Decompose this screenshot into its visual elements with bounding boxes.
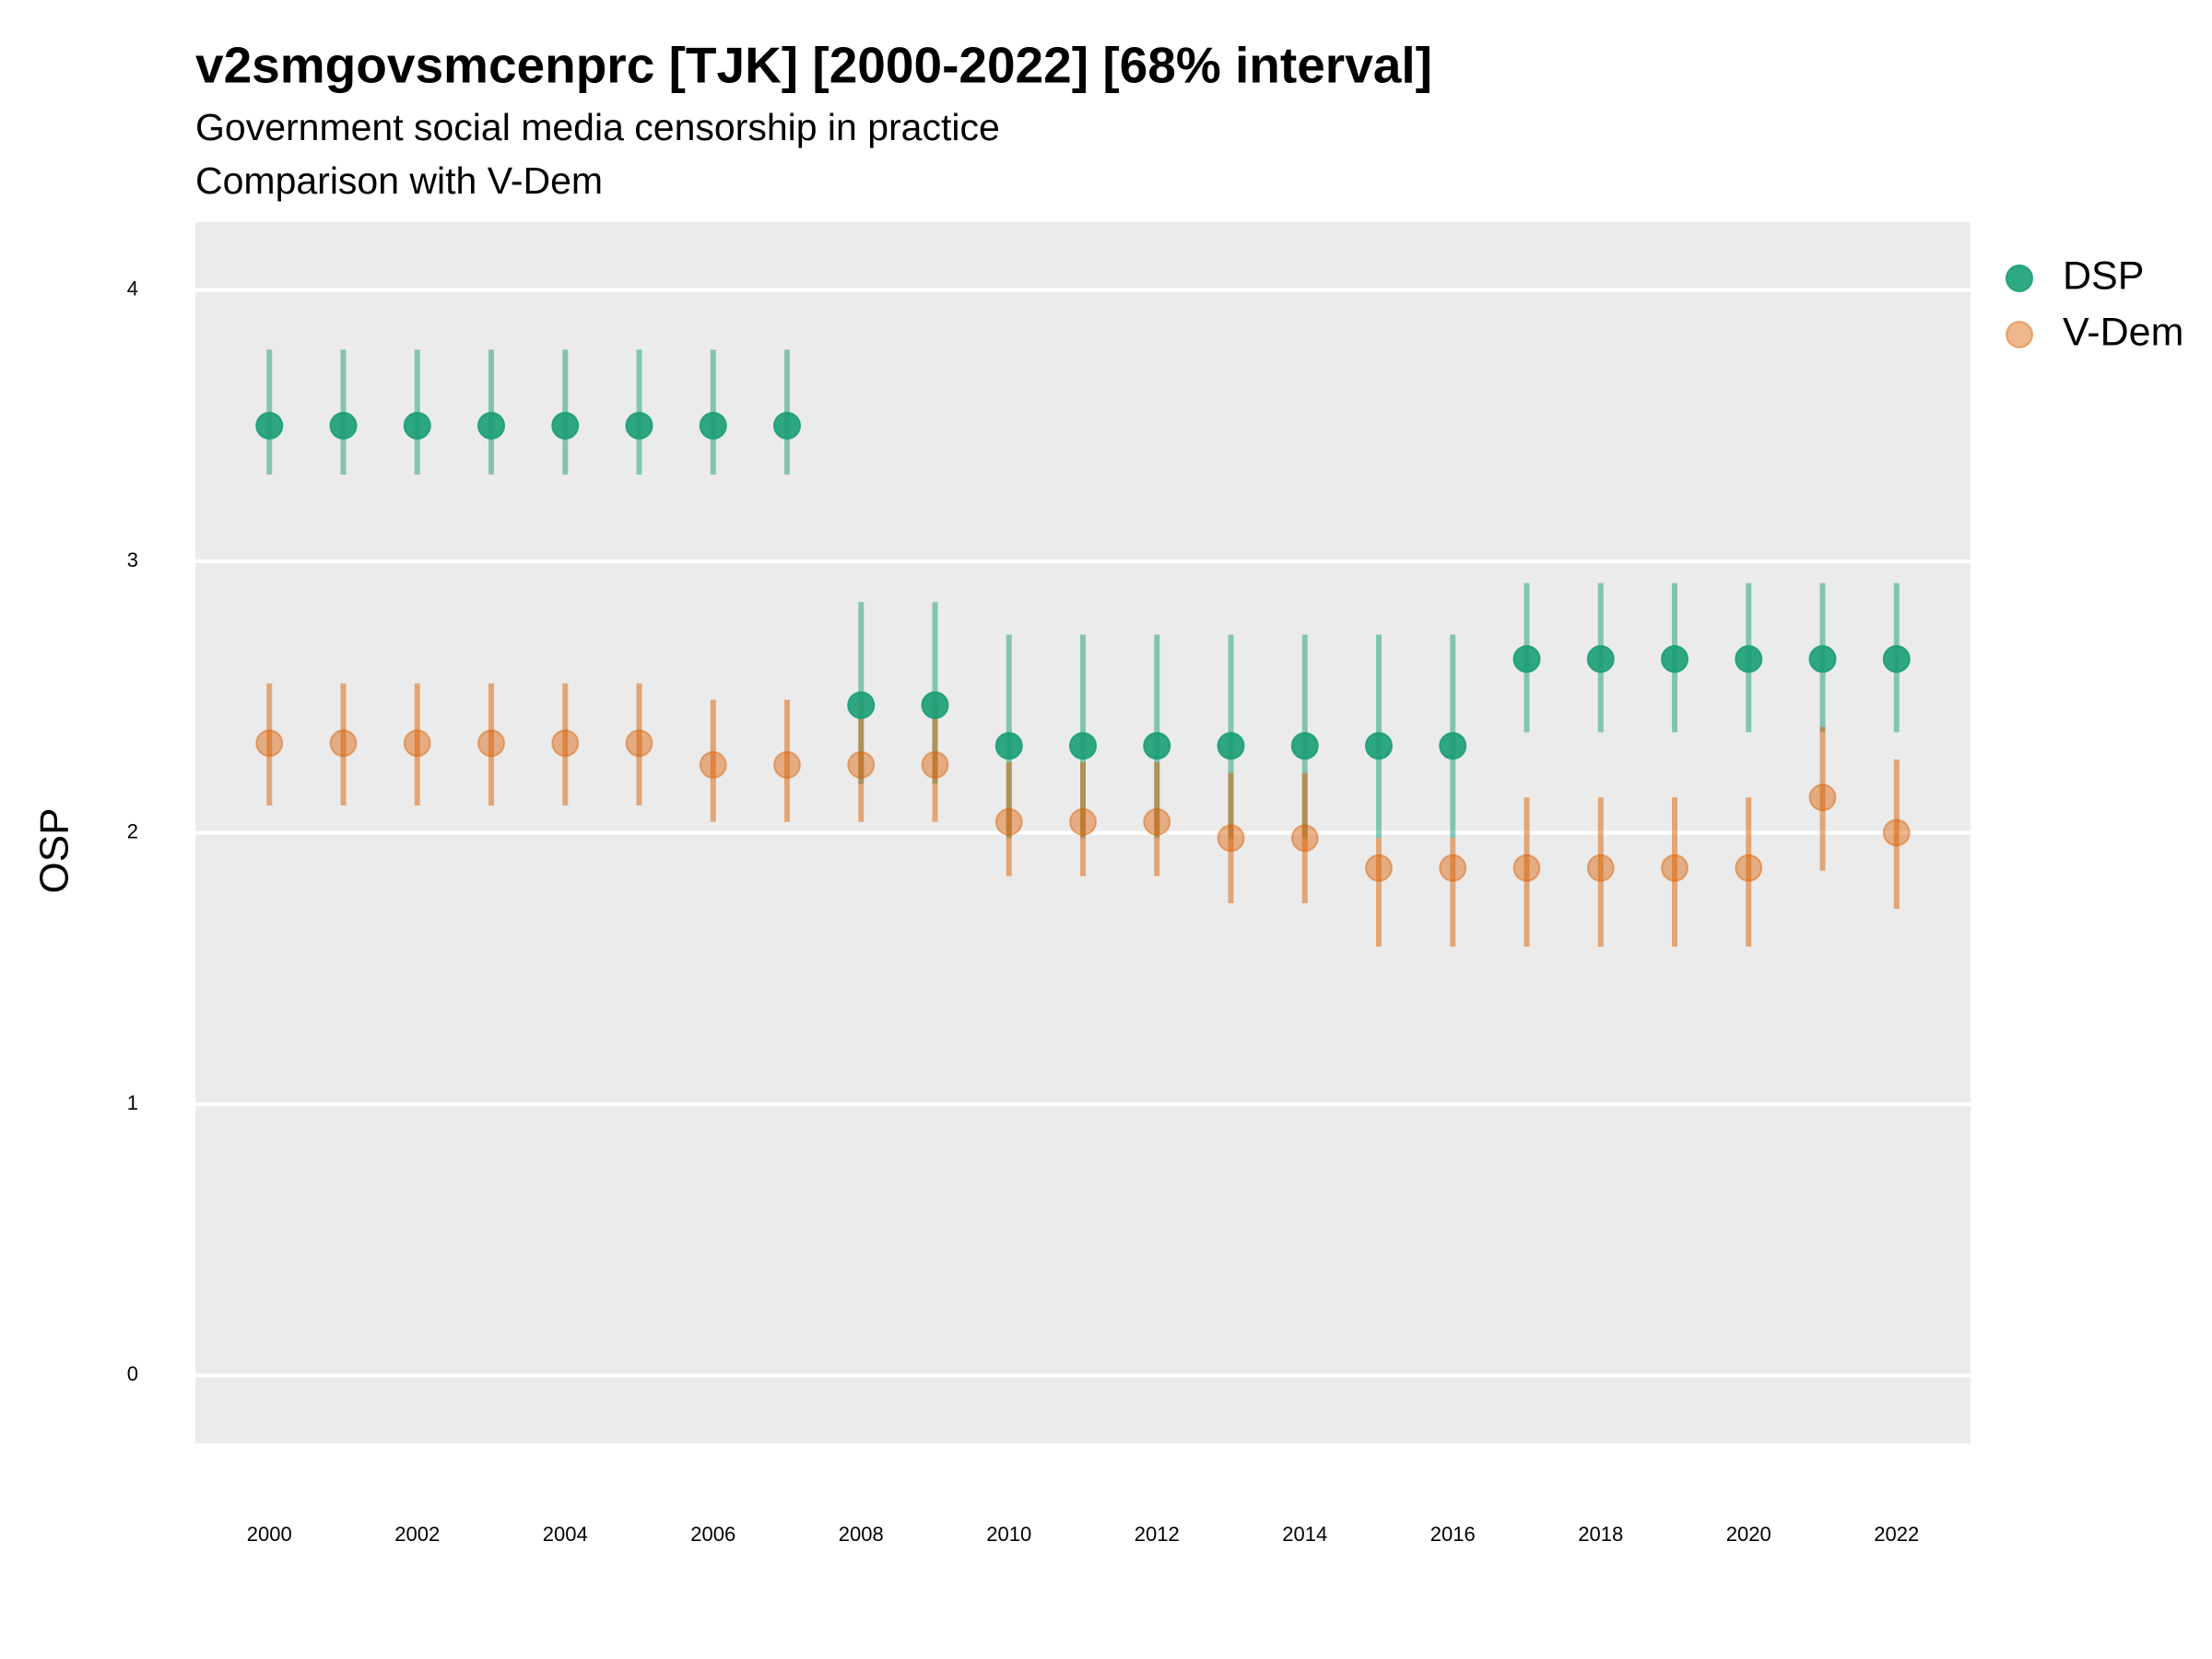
point [1512, 853, 1541, 882]
point [1217, 824, 1245, 853]
y-tick-label: 3 [127, 548, 138, 571]
point [1735, 853, 1763, 882]
point [1586, 645, 1615, 674]
point [994, 732, 1023, 760]
point [1069, 732, 1097, 760]
point [403, 729, 431, 758]
y-tick-label: 0 [127, 1362, 138, 1385]
point [1439, 853, 1467, 882]
point [329, 411, 358, 440]
point [1661, 645, 1688, 674]
chart-title: v2smgovsmcenprc [TJK] [2000-2022] [68% i… [195, 37, 1432, 94]
x-tick-label: 2002 [394, 1523, 440, 1546]
point [1586, 853, 1615, 882]
point [551, 411, 580, 440]
point [1808, 645, 1837, 674]
point [1365, 732, 1393, 760]
point [699, 411, 727, 440]
x-tick-label: 2008 [839, 1523, 884, 1546]
point [1439, 732, 1467, 760]
x-tick-label: 2004 [543, 1523, 588, 1546]
point [847, 691, 876, 720]
point [1808, 783, 1837, 812]
point [1735, 645, 1763, 674]
x-tick-label: 2006 [690, 1523, 735, 1546]
point [329, 729, 358, 758]
y-tick-label: 4 [127, 276, 138, 300]
point [1512, 645, 1541, 674]
point [773, 411, 801, 440]
point [1290, 824, 1319, 853]
x-tick-label: 2022 [1874, 1523, 1919, 1546]
point [921, 691, 949, 720]
point [551, 729, 580, 758]
legend-marker [2006, 265, 2033, 292]
y-tick-label: 2 [127, 819, 138, 842]
point [1143, 807, 1171, 836]
chart-subtitle: Comparison with V-Dem [195, 159, 603, 202]
y-axis-label: OSP [32, 808, 77, 894]
point [994, 807, 1023, 836]
x-tick-label: 2000 [247, 1523, 292, 1546]
point [625, 411, 653, 440]
point [1290, 732, 1319, 760]
chart-subtitle: Government social media censorship in pr… [195, 106, 1000, 148]
point [477, 729, 505, 758]
point [1143, 732, 1171, 760]
point [1661, 853, 1688, 882]
point [773, 750, 801, 779]
x-tick-label: 2016 [1430, 1523, 1476, 1546]
y-tick-label: 1 [127, 1091, 138, 1114]
x-tick-label: 2018 [1578, 1523, 1623, 1546]
point [1069, 807, 1097, 836]
point [1882, 818, 1911, 847]
x-tick-label: 2020 [1726, 1523, 1771, 1546]
point [921, 750, 949, 779]
point [403, 411, 431, 440]
x-tick-label: 2012 [1135, 1523, 1180, 1546]
point [255, 729, 284, 758]
point [1365, 853, 1393, 882]
point [625, 729, 653, 758]
legend-marker [2006, 321, 2033, 348]
legend-label: V-Dem [2063, 310, 2183, 354]
point [255, 411, 284, 440]
x-tick-label: 2014 [1282, 1523, 1327, 1546]
point [1882, 645, 1911, 674]
point [477, 411, 505, 440]
point [699, 750, 727, 779]
point [847, 750, 876, 779]
x-tick-label: 2010 [986, 1523, 1031, 1546]
point [1217, 732, 1245, 760]
legend-label: DSP [2063, 253, 2144, 298]
